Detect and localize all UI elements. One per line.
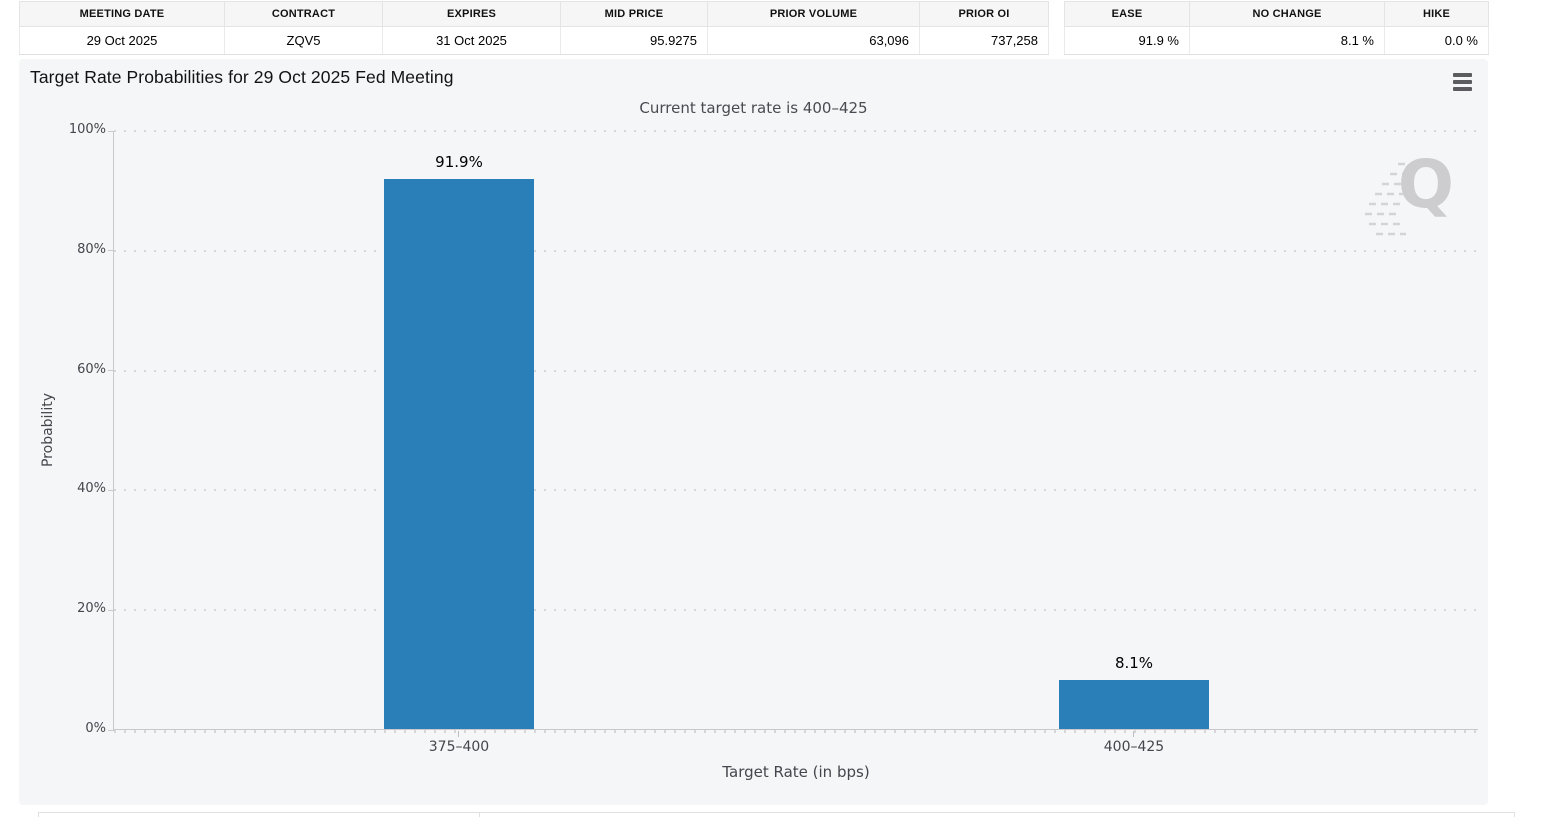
chart-title: Target Rate Probabilities for 29 Oct 202… bbox=[30, 67, 454, 87]
y-tick-label-0: 0% bbox=[85, 721, 106, 736]
bar-value-label: 8.1% bbox=[1114, 654, 1154, 673]
col-header-hike: HIKE bbox=[1384, 1, 1489, 27]
col-header-ease: EASE bbox=[1064, 1, 1190, 27]
col-header-prior-oi: PRIOR OI bbox=[919, 1, 1049, 27]
y-tick-mark bbox=[108, 250, 114, 251]
y-tick-mark bbox=[108, 730, 114, 731]
col-header-no-change: NO CHANGE bbox=[1189, 1, 1385, 27]
prior-oi-value: 737,258 bbox=[919, 26, 1049, 55]
table-row: 29 Oct 2025 ZQV5 31 Oct 2025 95.9275 63,… bbox=[19, 26, 1049, 55]
col-header-mid-price: MID PRICE bbox=[560, 1, 708, 27]
x-axis-minor-ticks bbox=[114, 730, 1478, 733]
next-widget-partial bbox=[38, 812, 1515, 817]
target-rate-probabilities-chart-card: Target Rate Probabilities for 29 Oct 202… bbox=[19, 59, 1488, 805]
hike-value: 0.0 % bbox=[1384, 26, 1489, 55]
table-row: 91.9 % 8.1 % 0.0 % bbox=[1064, 26, 1489, 55]
hamburger-menu-icon[interactable] bbox=[1453, 73, 1473, 91]
y-axis-title: Probability bbox=[40, 131, 56, 729]
prior-volume-value: 63,096 bbox=[707, 26, 920, 55]
y-tick-label-40: 40% bbox=[77, 481, 106, 496]
mid-price-value: 95.9275 bbox=[560, 26, 708, 55]
no-change-value: 8.1 % bbox=[1189, 26, 1385, 55]
gridline-20 bbox=[114, 609, 1478, 611]
x-tick-label-375-400: 375–400 bbox=[428, 739, 490, 755]
bar-400-425[interactable]: 8.1% bbox=[1059, 654, 1209, 729]
x-tick-mark bbox=[1133, 731, 1134, 737]
y-tick-label-60: 60% bbox=[77, 362, 106, 377]
y-axis-title-text: Probability bbox=[40, 392, 56, 467]
col-header-prior-volume: PRIOR VOLUME bbox=[707, 1, 920, 27]
y-tick-mark bbox=[108, 131, 114, 132]
gridline-40 bbox=[114, 489, 1478, 491]
meeting-date-value: 29 Oct 2025 bbox=[19, 26, 225, 55]
col-header-meeting-date: MEETING DATE bbox=[19, 1, 225, 27]
y-tick-label-100: 100% bbox=[68, 122, 106, 137]
bar-value-label: 91.9% bbox=[435, 152, 483, 171]
y-tick-label-80: 80% bbox=[77, 242, 106, 257]
y-tick-mark bbox=[108, 610, 114, 611]
move-probability-table: EASE NO CHANGE HIKE 91.9 % 8.1 % 0.0 % bbox=[1064, 1, 1489, 55]
watermark-speed-lines bbox=[1365, 162, 1418, 236]
expires-value: 31 Oct 2025 bbox=[382, 26, 561, 55]
contract-info-table: MEETING DATE CONTRACT EXPIRES MID PRICE … bbox=[19, 1, 1049, 55]
bar-375-400[interactable]: 91.9% bbox=[384, 153, 534, 729]
gridline-100 bbox=[114, 130, 1478, 132]
col-header-contract: CONTRACT bbox=[224, 1, 383, 27]
col-header-expires: EXPIRES bbox=[382, 1, 561, 27]
y-tick-mark bbox=[108, 490, 114, 491]
y-tick-mark bbox=[108, 370, 114, 371]
gridline-80 bbox=[114, 250, 1478, 252]
x-axis-title: Target Rate (in bps) bbox=[722, 763, 870, 781]
chart-subtitle: Current target rate is 400–425 bbox=[639, 99, 868, 117]
gridline-60 bbox=[114, 370, 1478, 372]
watermark-q-letter: Q bbox=[1397, 146, 1454, 223]
y-tick-label-20: 20% bbox=[77, 601, 106, 616]
plot-area: 0% 20% 40% 60% 80% 100% 91.9% 8.1% 375–4… bbox=[40, 122, 1478, 781]
next-widget-divider bbox=[479, 813, 480, 817]
quikstrike-watermark: Q bbox=[1360, 144, 1460, 254]
x-tick-mark bbox=[458, 731, 459, 737]
ease-value: 91.9 % bbox=[1064, 26, 1190, 55]
x-tick-label-400-425: 400–425 bbox=[1103, 739, 1165, 755]
contract-value: ZQV5 bbox=[224, 26, 383, 55]
